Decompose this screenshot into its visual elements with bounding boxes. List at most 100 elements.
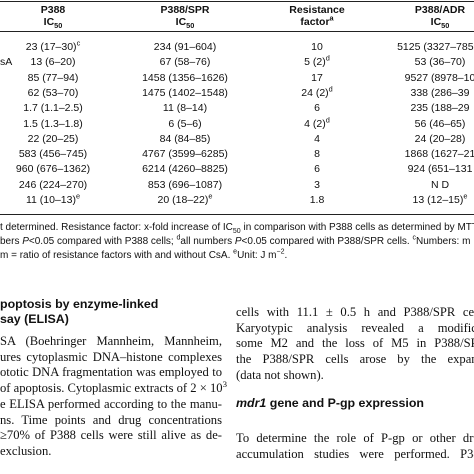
body-line: cells with 11.1 ± 0.5 h and P388/SPR cel… <box>236 305 474 320</box>
table-cell: 23 (17–30)c <box>26 38 81 53</box>
text-run: d <box>325 53 330 63</box>
text-run: To determine the role of P-gp or other d… <box>236 431 474 445</box>
text-run: t determined. Resistance factor: x-fold … <box>0 222 233 233</box>
text-run: ototic DNA fragmentation was employed to <box>0 365 222 380</box>
table-top-rule <box>0 1 474 2</box>
text-run: 853 (696–1087) <box>147 178 223 191</box>
text-run: the P388/SPR cells arose by the expansi <box>236 352 474 367</box>
table-cell: 24 (2)d <box>301 84 333 99</box>
table-cell: 3 <box>314 179 320 191</box>
table-cell: 1.5 (1.3–1.8) <box>23 118 83 130</box>
column-header-sub: IC50 <box>176 16 195 29</box>
text-run: 338 (286–39 <box>410 86 470 99</box>
column-header: P388 <box>40 4 66 16</box>
text-run: 6 <box>314 163 320 176</box>
table-cell: 924 (651–131 <box>408 163 473 175</box>
table-cell: 13 (6–20) <box>31 56 76 68</box>
body-line: ototic DNA fragmentation was employed to <box>0 365 222 380</box>
body-line: Karyotypic analysis revealed a modificat <box>236 321 474 336</box>
text-run: 5 (2) <box>304 56 326 69</box>
text-run: 50 <box>232 228 241 235</box>
table-cell: 6 (5–6) <box>168 118 201 130</box>
text-run: c <box>412 234 416 242</box>
text-run: e <box>75 191 81 201</box>
footnote: t determined. Resistance factor: x-fold … <box>0 222 474 235</box>
table-cell: 234 (91–604) <box>154 41 216 53</box>
body-line: To determine the role of P-gp or other d… <box>236 431 474 446</box>
table-cell: 9527 (8978–10 <box>405 72 474 84</box>
text-run: 85 (77–94) <box>27 71 79 84</box>
table-cell: 20 (18–22)e <box>158 191 213 206</box>
text-run: e <box>208 191 213 201</box>
column-header-sub: factora <box>300 14 333 28</box>
text-run: 13 (12–15) <box>412 194 464 206</box>
row-label: sA <box>0 56 13 69</box>
table-cell: 6214 (4260–8825) <box>142 163 228 175</box>
table-cell: 338 (286–39 <box>411 87 470 99</box>
text-run: d <box>328 84 333 94</box>
text-run: 246 (224–270) <box>18 178 88 191</box>
text-run: 50 <box>54 21 63 31</box>
column-header: Resistance <box>289 4 345 16</box>
text-run: ures cytoplasmic DNA–histone complexes <box>0 349 222 364</box>
table-cell: 11 (10–13)e <box>25 191 81 206</box>
text-run: m = ratio of resistance factors with and… <box>0 250 234 261</box>
text-run: <0.05 compared with P388 cells; <box>28 236 177 247</box>
table-cell: 1.7 (1.1–2.5) <box>23 102 83 114</box>
body-line: ns. Time points and drug concentrations <box>0 413 222 428</box>
table-cell: 1.8 <box>310 194 325 206</box>
text-run: N D <box>430 178 450 191</box>
text-run: 6214 (4260–8825) <box>142 163 228 176</box>
table-cell: 4 <box>314 133 320 145</box>
text-run: cells with 11.1 ± 0.5 h and P388/SPR cel… <box>236 305 474 319</box>
text-run: 11 (10–13) <box>25 194 76 206</box>
table-cell: 5125 (3327–7857) <box>397 41 474 53</box>
text-run: Karyotypic analysis revealed a modificat <box>236 320 474 335</box>
text-run: c <box>76 38 81 48</box>
text-run: 17 <box>311 71 323 84</box>
table-cell: 1475 (1402–1548) <box>142 87 228 99</box>
body-line: e ELISA performed according to the manu- <box>0 397 222 412</box>
column-header-sub: IC50 <box>44 16 63 31</box>
text-run: e ELISA performed according to the manu- <box>0 396 222 411</box>
table-cell: 53 (36–70) <box>415 56 466 68</box>
body-line: exclusion. <box>0 444 51 459</box>
text-run: 6 (5–6) <box>168 117 202 130</box>
text-run: SA (Boehringer Mannheim, Mannheim, <box>0 334 222 348</box>
text-run: . <box>284 250 288 261</box>
table-cell: 84 (84–85) <box>160 133 211 145</box>
text-run: 583 (456–745) <box>18 148 88 161</box>
table-header-rule <box>0 31 474 32</box>
text-run: 84 (84–85) <box>159 132 211 145</box>
body-line: ≥70% of P388 cells were still alive as d… <box>0 428 222 443</box>
table-cell: 8 <box>314 148 320 160</box>
text-run: 9527 (8978–10 <box>404 71 474 84</box>
text-run: IC <box>430 16 442 28</box>
text-run: 10 <box>311 41 323 53</box>
footnote: bers P<0.05 compared with P388 cells; da… <box>0 234 470 247</box>
table-cell: 235 (188–29 <box>411 102 470 114</box>
text-run: (data not shown). <box>236 367 324 382</box>
table-cell: 583 (456–745) <box>19 148 87 160</box>
table-cell: 5 (2)d <box>304 53 330 69</box>
table-cell: 11 (8–14) <box>163 102 207 114</box>
body-line: ures cytoplasmic DNA–histone complexes <box>0 350 222 365</box>
table-cell: 67 (58–76) <box>160 56 211 68</box>
table-cell: 6 <box>314 163 320 175</box>
text-run: 960 (676–1362) <box>15 163 91 176</box>
text-run: gene and P-gp expression <box>266 396 424 410</box>
text-run: 235 (188–29 <box>410 102 470 115</box>
text-run: mdr1 <box>236 396 267 410</box>
table-cell: N D <box>431 179 449 191</box>
text-run: 53 (36–70) <box>414 56 466 69</box>
text-run: 24 (20–28) <box>414 132 466 145</box>
table-cell: 4 (2)d <box>304 116 330 130</box>
text-run: <0.05 compared with P388/SPR cells. <box>241 236 413 247</box>
text-run: some M2 and the loss of M5 in P388/SPR <box>236 336 474 351</box>
text-run: e <box>233 248 238 256</box>
table-cell: 4767 (3599–6285) <box>142 148 228 160</box>
text-run: 67 (58–76) <box>159 56 211 69</box>
text-run: 56 (46–65) <box>414 117 466 130</box>
table-cell: 10 <box>311 41 323 53</box>
